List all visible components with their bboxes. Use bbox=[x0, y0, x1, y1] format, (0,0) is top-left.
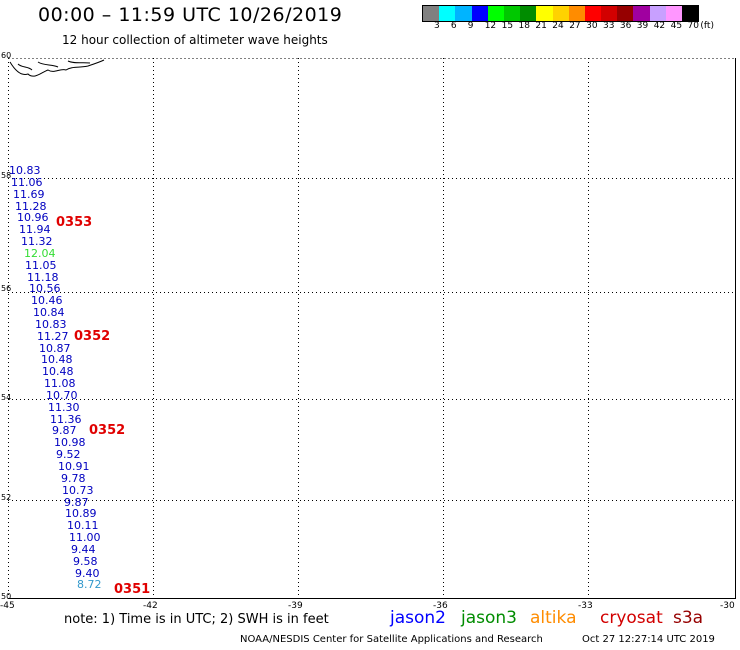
legend-unit: (ft) bbox=[700, 21, 714, 31]
wave-height-observation: 11.00 bbox=[69, 531, 101, 545]
wave-height-observation: 10.98 bbox=[54, 436, 86, 450]
legend-swatch bbox=[552, 6, 569, 21]
wave-height-observation: 9.58 bbox=[73, 554, 98, 568]
pass-time-label: 0352 bbox=[74, 329, 111, 344]
legend-swatch bbox=[649, 6, 666, 21]
wave-height-observation: 11.05 bbox=[25, 258, 57, 272]
longitude-label: -45 bbox=[0, 601, 15, 611]
pass-time-label: 0352 bbox=[89, 423, 126, 438]
map-subtitle: 12 hour collection of altimeter wave hei… bbox=[62, 33, 328, 47]
legend-swatch bbox=[665, 6, 682, 21]
wave-height-observation: 11.28 bbox=[15, 199, 47, 213]
wave-height-observation: 10.46 bbox=[31, 294, 63, 308]
latitude-label: 50 bbox=[1, 592, 12, 601]
wave-height-observation: 11.32 bbox=[21, 235, 53, 249]
latitude-label: 60 bbox=[1, 51, 12, 60]
legend-tick-label: 42 bbox=[653, 21, 666, 31]
footer-note: note: 1) Time is in UTC; 2) SWH is in fe… bbox=[64, 612, 329, 627]
wave-height-observation: 11.08 bbox=[44, 377, 76, 391]
generation-timestamp: Oct 27 12:27:14 UTC 2019 bbox=[582, 634, 715, 645]
legend-swatch bbox=[503, 6, 521, 21]
wave-height-observation: 10.91 bbox=[58, 460, 90, 473]
legend-tick-label: 30 bbox=[586, 21, 598, 31]
legend-swatch bbox=[568, 6, 585, 21]
legend-swatch bbox=[471, 6, 488, 21]
pass-time-label: 0353 bbox=[56, 215, 93, 230]
legend-swatch bbox=[617, 6, 634, 21]
wave-height-observation: 11.06 bbox=[11, 175, 43, 189]
satellite-legend-cryosat: cryosat bbox=[600, 608, 663, 628]
legend-swatch bbox=[520, 6, 537, 21]
wave-height-observation: 10.83 bbox=[9, 164, 41, 177]
legend-tick-label: 9 bbox=[467, 21, 474, 31]
wave-height-observation: 9.78 bbox=[61, 471, 86, 485]
legend-swatch bbox=[601, 6, 618, 21]
legend-tick-label: 33 bbox=[603, 21, 615, 31]
legend-tick-label: 24 bbox=[552, 21, 564, 31]
wave-height-observation: 11.36 bbox=[50, 412, 82, 426]
wave-height-observation: 9.52 bbox=[56, 448, 81, 462]
legend-tick-label: 70 bbox=[687, 21, 699, 31]
credit-line: NOAA/NESDIS Center for Satellite Applica… bbox=[240, 634, 543, 645]
legend-swatch bbox=[682, 6, 699, 21]
longitude-label: -30 bbox=[720, 601, 735, 611]
wave-height-observation: 11.27 bbox=[37, 329, 69, 343]
wave-height-observation: 11.18 bbox=[27, 270, 59, 284]
legend-swatch bbox=[439, 6, 456, 21]
satellite-legend-jason3: jason3 bbox=[461, 608, 517, 628]
satellite-legend-jason2: jason2 bbox=[390, 608, 446, 628]
legend-tick-label: 18 bbox=[518, 21, 530, 31]
wave-height-observation: 10.48 bbox=[42, 365, 74, 379]
legend-swatch bbox=[536, 6, 553, 21]
wave-height-observation: 11.69 bbox=[13, 187, 45, 201]
wave-height-observation: 10.56 bbox=[29, 282, 61, 296]
latitude-label: 52 bbox=[1, 493, 12, 502]
wave-height-observation: 10.73 bbox=[62, 483, 94, 497]
longitude-label: -36 bbox=[433, 601, 448, 611]
legend-tick-label: 12 bbox=[484, 21, 497, 31]
wave-height-observation: 9.44 bbox=[71, 542, 96, 556]
wave-height-observation: 11.94 bbox=[19, 223, 51, 237]
coastline bbox=[9, 59, 105, 77]
pass-time-label: 0351 bbox=[114, 582, 151, 597]
wave-height-observation: 11.30 bbox=[48, 400, 80, 414]
latitude-label: 58 bbox=[1, 171, 12, 180]
wave-height-observation: 10.87 bbox=[39, 341, 71, 355]
legend-tick-label: 39 bbox=[636, 21, 649, 31]
wave-height-observation: 12.04 bbox=[24, 246, 56, 260]
wave-height-observation: 8.72 bbox=[77, 578, 102, 592]
wave-height-observation: 10.11 bbox=[67, 519, 99, 533]
legend-swatch bbox=[423, 6, 440, 21]
legend-tick-label: 21 bbox=[535, 21, 547, 31]
satellite-legend-s3a: s3a bbox=[673, 608, 704, 628]
legend-tick-label: 45 bbox=[670, 21, 683, 31]
longitude-label: -42 bbox=[143, 601, 158, 611]
longitude-label: -39 bbox=[288, 601, 303, 611]
wave-height-observation: 9.40 bbox=[75, 566, 100, 580]
legend-swatch bbox=[633, 6, 650, 21]
legend-swatch bbox=[584, 6, 602, 21]
legend-tick-label: 3 bbox=[434, 21, 440, 31]
map-title: 00:00 – 11:59 UTC 10/26/2019 bbox=[38, 4, 343, 26]
wave-height-observation: 10.89 bbox=[65, 507, 97, 521]
legend-tick-label: 27 bbox=[569, 21, 581, 31]
latitude-label: 56 bbox=[1, 284, 12, 293]
latitude-label: 54 bbox=[1, 393, 12, 402]
legend-swatch bbox=[487, 6, 504, 21]
wave-height-observation: 10.48 bbox=[41, 353, 73, 367]
satellite-legend-altika: altika bbox=[530, 608, 577, 628]
color-scale-legend bbox=[422, 5, 700, 22]
legend-swatch bbox=[455, 6, 472, 21]
legend-tick-label: 36 bbox=[619, 21, 632, 31]
wave-height-observation: 9.87 bbox=[64, 495, 89, 509]
map-frame bbox=[8, 58, 736, 599]
legend-tick-label: 15 bbox=[501, 21, 514, 31]
longitude-label: -33 bbox=[578, 601, 593, 611]
wave-height-observation: 10.96 bbox=[17, 211, 49, 225]
legend-tick-label: 6 bbox=[450, 21, 457, 31]
wave-height-observation: 10.84 bbox=[33, 306, 65, 320]
wave-height-observation: 10.70 bbox=[46, 388, 78, 402]
wave-height-observation: 10.83 bbox=[35, 317, 67, 331]
wave-height-observation: 9.87 bbox=[52, 424, 77, 438]
